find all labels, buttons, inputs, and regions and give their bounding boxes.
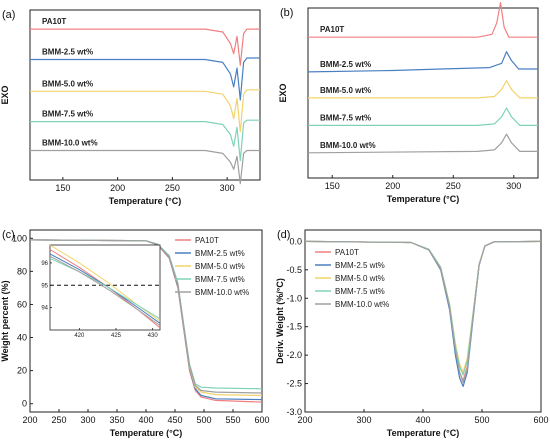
x-tick-label: 400 [138, 415, 153, 425]
series-label: PA10T [42, 17, 66, 26]
y-tick-label: 60 [17, 299, 27, 309]
inset-series-line [49, 255, 161, 326]
inset-y-tick-label: 95 [41, 283, 48, 289]
plot-frame [307, 7, 539, 179]
legend-label: PA10T [335, 248, 359, 257]
x-tick-label: 300 [220, 183, 235, 193]
x-tick-label: 450 [167, 415, 182, 425]
y-tick-label: -1.5 [286, 322, 302, 332]
y-tick-label: -0.5 [286, 265, 302, 275]
inset-x-tick-label: 430 [148, 333, 159, 339]
series-label: BMM-10.0 wt% [320, 141, 376, 150]
legend-label: BMM-10.0 wt% [195, 288, 249, 297]
inset-series-line [49, 244, 161, 322]
series-line [307, 133, 538, 154]
legend-label: BMM-2.5 wt% [335, 261, 385, 270]
series-label: BMM-7.5 wt% [42, 110, 93, 119]
x-tick-label: 300 [506, 181, 521, 191]
x-axis-label: Temperature (°C) [110, 428, 182, 438]
plot-frame [29, 9, 261, 181]
series-line [29, 239, 263, 394]
panel-label: (d) [277, 229, 290, 241]
x-tick-label: 500 [196, 415, 211, 425]
panel-label: (a) [2, 9, 15, 21]
x-tick-label: 200 [22, 415, 37, 425]
series-line [307, 51, 538, 73]
x-axis-label: Temperature (°C) [109, 196, 181, 206]
legend-label: BMM-5.0 wt% [335, 274, 385, 283]
series-line [304, 240, 542, 383]
legend-label: BMM-7.5 wt% [195, 275, 245, 284]
series-label: BMM-7.5 wt% [320, 113, 371, 122]
inset-y-tick-label: 94 [41, 306, 48, 312]
series-line [308, 2, 538, 38]
x-tick-label: 400 [415, 415, 430, 425]
x-tick-label: 600 [533, 415, 548, 425]
series-label: PA10T [320, 25, 344, 34]
y-tick-label: -3.0 [286, 407, 302, 417]
x-tick-label: 550 [225, 415, 240, 425]
x-tick-label: 600 [254, 415, 269, 425]
panel-c: (c)200 250 300 350 400 450 500 550 600Temperatur… [0, 229, 270, 438]
x-tick-label: 300 [80, 415, 95, 425]
panel-label: (b) [280, 7, 293, 19]
y-tick-label: 40 [17, 333, 27, 343]
series-label: BMM-2.5 wt% [42, 47, 93, 56]
y-tick-label: -2.5 [286, 379, 302, 389]
legend-label: BMM-5.0 wt% [195, 262, 245, 271]
series-line [30, 89, 260, 133]
inset-y-tick-label: 96 [41, 261, 48, 267]
legend-label: PA10T [195, 236, 219, 245]
inset: 420 425 430 94 95 96 [41, 244, 161, 339]
series-line [308, 107, 538, 126]
series-line [30, 28, 260, 66]
x-tick-label: 500 [474, 415, 489, 425]
y-tick-label: 20 [17, 366, 27, 376]
x-tick-label: 150 [55, 183, 70, 193]
x-tick-label: 150 [325, 181, 340, 191]
y-tick-label: 100 [12, 233, 27, 243]
y-tick-label: 0.0 [289, 236, 302, 246]
x-tick-label: 250 [51, 415, 66, 425]
panel-a: (a) 150 200 250 300 Temperature (°C) EXO PA10T B… [0, 9, 261, 206]
x-tick-label: 250 [165, 183, 180, 193]
inset-x-tick-label: 420 [74, 333, 85, 339]
y-tick-label: 0 [22, 399, 27, 409]
plot-frame [304, 229, 542, 413]
y-tick-label: 80 [17, 266, 27, 276]
y-tick-label: -2.0 [286, 350, 302, 360]
legend-label: BMM-7.5 wt% [335, 287, 385, 296]
panel-b: (b) 150 200 250 300 Temperature (°C) EXO PA10T B… [278, 2, 539, 204]
x-axis-label: Temperature (°C) [387, 428, 459, 438]
x-tick-label: 300 [356, 415, 371, 425]
series-line [30, 119, 260, 162]
series-line [308, 80, 538, 99]
x-tick-label: 200 [110, 183, 125, 193]
legend-label: BMM-10.0 wt% [335, 300, 389, 309]
x-tick-label: 350 [109, 415, 124, 425]
series-label: BMM-2.5 wt% [320, 60, 371, 69]
y-axis-label: EXO [278, 83, 288, 102]
y-axis-label: Deriv. Weight (%/°C) [275, 278, 285, 364]
y-tick-label: -1.0 [286, 293, 302, 303]
x-tick-label: 250 [446, 181, 461, 191]
x-axis-label: Temperature (°C) [387, 194, 459, 204]
panel-label: (c) [2, 229, 15, 241]
panel-d: (d) 200 300 400 500 600 Temperature (°C) Deriv.… [275, 229, 549, 438]
y-axis-label: EXO [0, 85, 10, 104]
series-label: BMM-5.0 wt% [320, 86, 371, 95]
series-line [30, 149, 260, 185]
series-line [30, 57, 260, 101]
series-label: BMM-10.0 wt% [42, 139, 98, 148]
y-axis-label: Weight percent (%) [0, 280, 10, 361]
inset-series-line [49, 257, 161, 320]
inset-x-tick-label: 425 [111, 333, 122, 339]
x-tick-label: 200 [385, 181, 400, 191]
x-tick-label: 200 [297, 415, 312, 425]
legend-label: BMM-2.5 wt% [195, 249, 245, 258]
series-label: BMM-5.0 wt% [42, 79, 93, 88]
